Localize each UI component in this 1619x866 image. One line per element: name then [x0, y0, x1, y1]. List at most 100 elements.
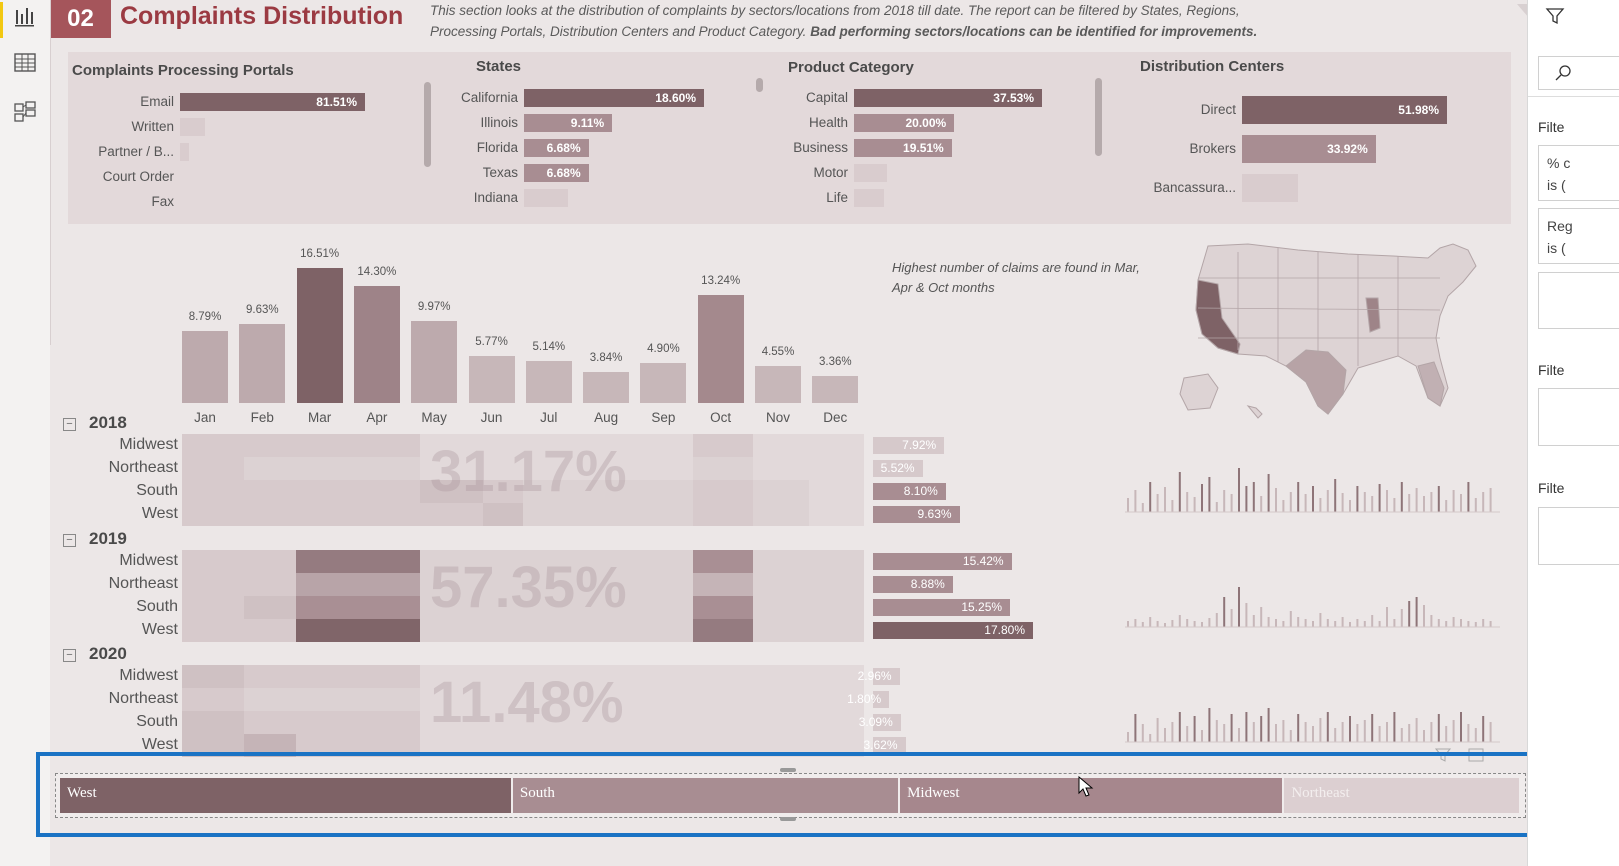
matrix-cell[interactable] [753, 619, 809, 642]
region-total-bar[interactable]: 15.25% [873, 599, 1011, 616]
matrix-cell[interactable] [809, 734, 864, 757]
matrix-cell[interactable] [523, 550, 576, 573]
matrix-cell[interactable] [244, 734, 296, 757]
matrix-cell[interactable] [483, 711, 523, 734]
matrix-cell[interactable] [420, 503, 483, 526]
matrix-cell[interactable] [182, 665, 244, 688]
month-column[interactable] [525, 360, 572, 403]
matrix-cell[interactable] [420, 734, 483, 757]
month-column[interactable] [697, 294, 744, 403]
matrix-cell[interactable] [244, 665, 296, 688]
matrix-cell[interactable] [693, 457, 753, 480]
matrix-cell[interactable] [636, 457, 693, 480]
matrix-cell[interactable] [809, 573, 864, 596]
product-row[interactable]: Health 20.00% [788, 114, 1042, 132]
product-scrollbar[interactable] [1095, 78, 1102, 156]
matrix-cell[interactable] [636, 711, 693, 734]
matrix-cell[interactable] [523, 711, 576, 734]
matrix-cell[interactable] [576, 688, 636, 711]
matrix-cell[interactable] [636, 688, 693, 711]
product-row[interactable]: Capital 37.53% [788, 89, 1042, 107]
add-filter-well[interactable] [1538, 272, 1619, 329]
filter-card-region[interactable]: Reg is ( [1538, 208, 1619, 264]
matrix-cell[interactable] [483, 550, 523, 573]
matrix-cell[interactable] [420, 573, 483, 596]
region-total-bar[interactable]: 15.42% [873, 553, 1012, 570]
matrix-cell[interactable] [360, 480, 420, 503]
matrix-cell[interactable] [360, 503, 420, 526]
matrix-cell[interactable] [809, 434, 864, 457]
matrix-cell[interactable] [809, 665, 864, 688]
portals-row[interactable]: Court Order [72, 168, 365, 186]
matrix-cell[interactable] [636, 434, 693, 457]
month-column[interactable] [755, 365, 801, 403]
matrix-cell[interactable] [576, 573, 636, 596]
slicer-item[interactable]: Midwest [900, 778, 1283, 813]
matrix-cell[interactable] [360, 711, 420, 734]
portals-row[interactable]: Partner / B... [72, 143, 365, 161]
states-row[interactable]: Indiana [458, 189, 704, 207]
page-filter-well[interactable] [1538, 388, 1619, 446]
matrix-cell[interactable] [182, 480, 244, 503]
collapse-toggle[interactable]: − [63, 418, 76, 431]
matrix-cell[interactable] [693, 596, 753, 619]
region-total-bar[interactable]: 8.10% [873, 483, 946, 500]
matrix-cell[interactable] [693, 573, 753, 596]
matrix-cell[interactable] [576, 619, 636, 642]
matrix-cell[interactable] [753, 457, 809, 480]
matrix-cell[interactable] [360, 688, 420, 711]
matrix-cell[interactable] [244, 434, 296, 457]
matrix-cell[interactable] [296, 734, 360, 757]
matrix-cell[interactable] [182, 596, 244, 619]
product-row[interactable]: Motor [788, 164, 1042, 182]
matrix-cell[interactable] [753, 503, 809, 526]
matrix-cell[interactable] [576, 734, 636, 757]
resize-handle-bottom[interactable] [780, 817, 796, 821]
matrix-cell[interactable] [244, 573, 296, 596]
portals-row[interactable]: Written [72, 118, 365, 136]
matrix-cell[interactable] [296, 434, 360, 457]
region-total-bar[interactable]: 2.96% [858, 668, 900, 685]
matrix-cell[interactable] [693, 734, 753, 757]
matrix-cell[interactable] [693, 619, 753, 642]
resize-handle-top[interactable] [780, 768, 796, 772]
states-row[interactable]: Florida 6.68% [458, 139, 704, 157]
matrix-cell[interactable] [296, 619, 360, 642]
month-column[interactable] [353, 286, 400, 403]
matrix-cell[interactable] [693, 480, 753, 503]
region-total-bar[interactable]: 5.52% [873, 460, 923, 477]
portals-scrollbar[interactable] [424, 82, 431, 167]
matrix-cell[interactable] [576, 480, 636, 503]
matrix-cell[interactable] [420, 619, 483, 642]
matrix-cell[interactable] [483, 573, 523, 596]
matrix-cell[interactable] [636, 665, 693, 688]
matrix-cell[interactable] [809, 711, 864, 734]
matrix-cell[interactable] [483, 503, 523, 526]
month-column[interactable] [411, 321, 458, 403]
matrix-cell[interactable] [693, 711, 753, 734]
matrix-cell[interactable] [182, 457, 244, 480]
matrix-cell[interactable] [296, 457, 360, 480]
matrix-cell[interactable] [753, 711, 809, 734]
matrix-cell[interactable] [636, 550, 693, 573]
matrix-cell[interactable] [182, 688, 244, 711]
product-row[interactable]: Life [788, 189, 1042, 207]
product-row[interactable]: Business 19.51% [788, 139, 1042, 157]
matrix-cell[interactable] [244, 619, 296, 642]
matrix-cell[interactable] [693, 503, 753, 526]
matrix-cell[interactable] [809, 480, 864, 503]
matrix-cell[interactable] [693, 665, 753, 688]
matrix-cell[interactable] [753, 665, 809, 688]
matrix-cell[interactable] [523, 434, 576, 457]
matrix-cell[interactable] [420, 434, 483, 457]
region-total-bar[interactable]: 17.80% [873, 622, 1033, 639]
data-view-icon[interactable] [12, 50, 38, 76]
matrix-cell[interactable] [360, 734, 420, 757]
matrix-cell[interactable] [576, 711, 636, 734]
matrix-cell[interactable] [809, 688, 864, 711]
month-column[interactable] [296, 268, 343, 403]
matrix-cell[interactable] [360, 665, 420, 688]
matrix-cell[interactable] [483, 596, 523, 619]
matrix-cell[interactable] [576, 434, 636, 457]
matrix-cell[interactable] [753, 596, 809, 619]
